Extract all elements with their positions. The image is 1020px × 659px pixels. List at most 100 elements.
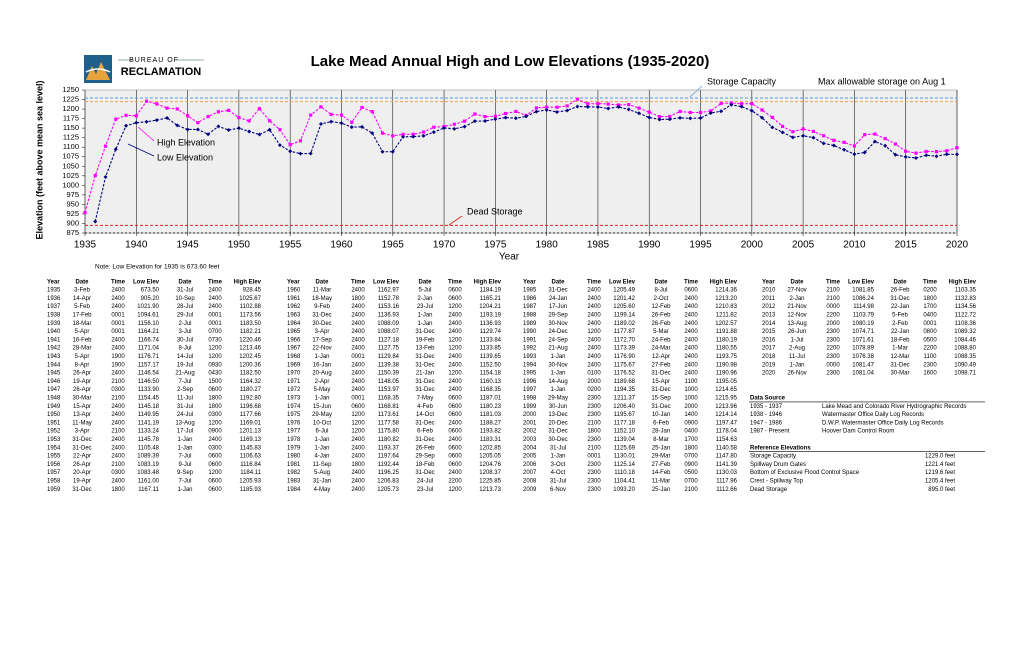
table-cell: 2400 bbox=[351, 454, 365, 460]
table-cell: 2400 bbox=[448, 362, 462, 368]
table-cell: 2400 bbox=[111, 288, 125, 294]
table-cell: 1074.71 bbox=[852, 329, 874, 335]
data-point bbox=[698, 116, 703, 121]
table-cell: 2400 bbox=[351, 312, 365, 318]
table-cell: 1202.57 bbox=[715, 321, 737, 327]
table-cell: 1200 bbox=[587, 329, 601, 335]
data-point bbox=[257, 132, 262, 137]
table-cell: 2300 bbox=[587, 404, 601, 410]
table-cell: 28-Mar bbox=[72, 346, 91, 352]
table-cell: 1988 bbox=[523, 312, 537, 318]
table-cell: 31-Jul bbox=[550, 478, 566, 484]
table-cell: 2015 bbox=[762, 329, 776, 335]
table-cell: 1965 bbox=[287, 329, 301, 335]
table-cell: 0600 bbox=[208, 478, 222, 484]
table-cell: 1213.46 bbox=[239, 346, 261, 352]
data-point bbox=[545, 105, 549, 109]
table-cell: 2100 bbox=[826, 296, 840, 302]
table-cell: 905.20 bbox=[141, 296, 160, 302]
data-point bbox=[595, 104, 600, 109]
table-cell: 2300 bbox=[826, 337, 840, 343]
table-cell: 1956 bbox=[47, 462, 61, 468]
table-cell: 2400 bbox=[351, 321, 365, 327]
table-cell: 2003 bbox=[523, 437, 537, 443]
data-point bbox=[267, 127, 272, 132]
data-point bbox=[493, 117, 498, 122]
table-cell: 0001 bbox=[351, 395, 365, 401]
data-point bbox=[421, 133, 426, 138]
table-cell: 1800 bbox=[208, 404, 222, 410]
table-cell: 1214.65 bbox=[715, 387, 737, 393]
table-cell: 2400 bbox=[111, 337, 125, 343]
table-cell: 1089.32 bbox=[954, 329, 976, 335]
table-cell: 1188.27 bbox=[480, 420, 502, 426]
table-cell: 1211.37 bbox=[614, 395, 636, 401]
table-cell: 1700 bbox=[684, 437, 698, 443]
x-tick-label: 1980 bbox=[536, 240, 559, 251]
table-cell: 3-Oct bbox=[551, 462, 566, 468]
y-tick-label: 1075 bbox=[62, 152, 79, 161]
table-cell: 18-Feb bbox=[890, 337, 910, 343]
table-cell: 2400 bbox=[351, 487, 365, 493]
table-cell: 1152.50 bbox=[480, 362, 502, 368]
table-cell: 21-Aug bbox=[175, 371, 194, 377]
table-cell: Crest - Spillway Top bbox=[750, 478, 804, 484]
data-point bbox=[144, 99, 149, 103]
table-header: Date bbox=[790, 280, 804, 286]
table-cell: 2000 bbox=[523, 412, 537, 418]
table-cell: 1-Jan bbox=[417, 312, 432, 318]
table-header: Time bbox=[826, 280, 841, 286]
table-cell: 2100 bbox=[111, 429, 125, 435]
table-cell: 1213.96 bbox=[715, 404, 737, 410]
table-cell: 2010 bbox=[762, 288, 776, 294]
table-cell: 2400 bbox=[587, 304, 601, 310]
data-point bbox=[534, 109, 539, 114]
table-cell: 1205.05 bbox=[479, 454, 501, 460]
table-cell: 1202.85 bbox=[479, 445, 501, 451]
table-cell: 1942 bbox=[47, 346, 61, 352]
table-cell: 2400 bbox=[351, 288, 365, 294]
data-point bbox=[709, 109, 713, 113]
table-cell: 2100 bbox=[826, 288, 840, 294]
table-cell: 1081.85 bbox=[852, 288, 874, 294]
data-point bbox=[462, 119, 467, 123]
table-cell: 8-Jul bbox=[178, 346, 191, 352]
data-point bbox=[278, 128, 282, 132]
table-cell: 1960 bbox=[287, 288, 301, 294]
data-point bbox=[421, 130, 426, 134]
data-point bbox=[236, 126, 241, 131]
table-cell: Lake Mead and Colorado River Hydrographi… bbox=[822, 404, 966, 410]
table-cell: 1089.39 bbox=[137, 454, 159, 460]
table-cell: 7-Jul bbox=[178, 379, 191, 385]
table-cell: 1981 bbox=[287, 462, 301, 468]
x-tick-label: 1945 bbox=[176, 240, 199, 251]
table-cell: 1021.90 bbox=[137, 304, 159, 310]
data-point bbox=[175, 123, 180, 128]
data-point bbox=[155, 102, 159, 106]
table-cell: 1993 bbox=[523, 354, 537, 360]
table-cell: 2400 bbox=[448, 437, 462, 443]
series-line bbox=[84, 98, 958, 213]
table-cell: 1189.02 bbox=[614, 321, 636, 327]
table-cell: 0300 bbox=[208, 445, 222, 451]
table-cell: 14-Oct bbox=[416, 412, 434, 418]
table-cell: 1800 bbox=[208, 395, 222, 401]
table-cell: 2-Feb bbox=[892, 321, 908, 327]
table-cell: 10-Sep bbox=[175, 296, 195, 302]
table-cell: 1200 bbox=[448, 304, 462, 310]
table-cell: 2100 bbox=[684, 487, 698, 493]
logo: BUREAU OF RECLAMATION bbox=[84, 55, 204, 83]
data-point bbox=[401, 132, 405, 136]
table-cell: 29-Jul bbox=[177, 312, 193, 318]
table-cell: 17-Sep bbox=[312, 337, 332, 343]
data-point bbox=[924, 153, 929, 158]
table-cell: 0001 bbox=[111, 321, 125, 327]
data-point bbox=[442, 125, 447, 130]
table-cell: 1957 bbox=[47, 470, 61, 476]
table-cell: 2013 bbox=[762, 312, 776, 318]
table-cell: 26-Jun bbox=[788, 329, 806, 335]
table-cell: 2400 bbox=[111, 404, 125, 410]
table-cell: 11-Jul bbox=[177, 395, 193, 401]
table-header: High Elev bbox=[234, 280, 262, 286]
table-cell: 2-Apr bbox=[315, 379, 330, 385]
